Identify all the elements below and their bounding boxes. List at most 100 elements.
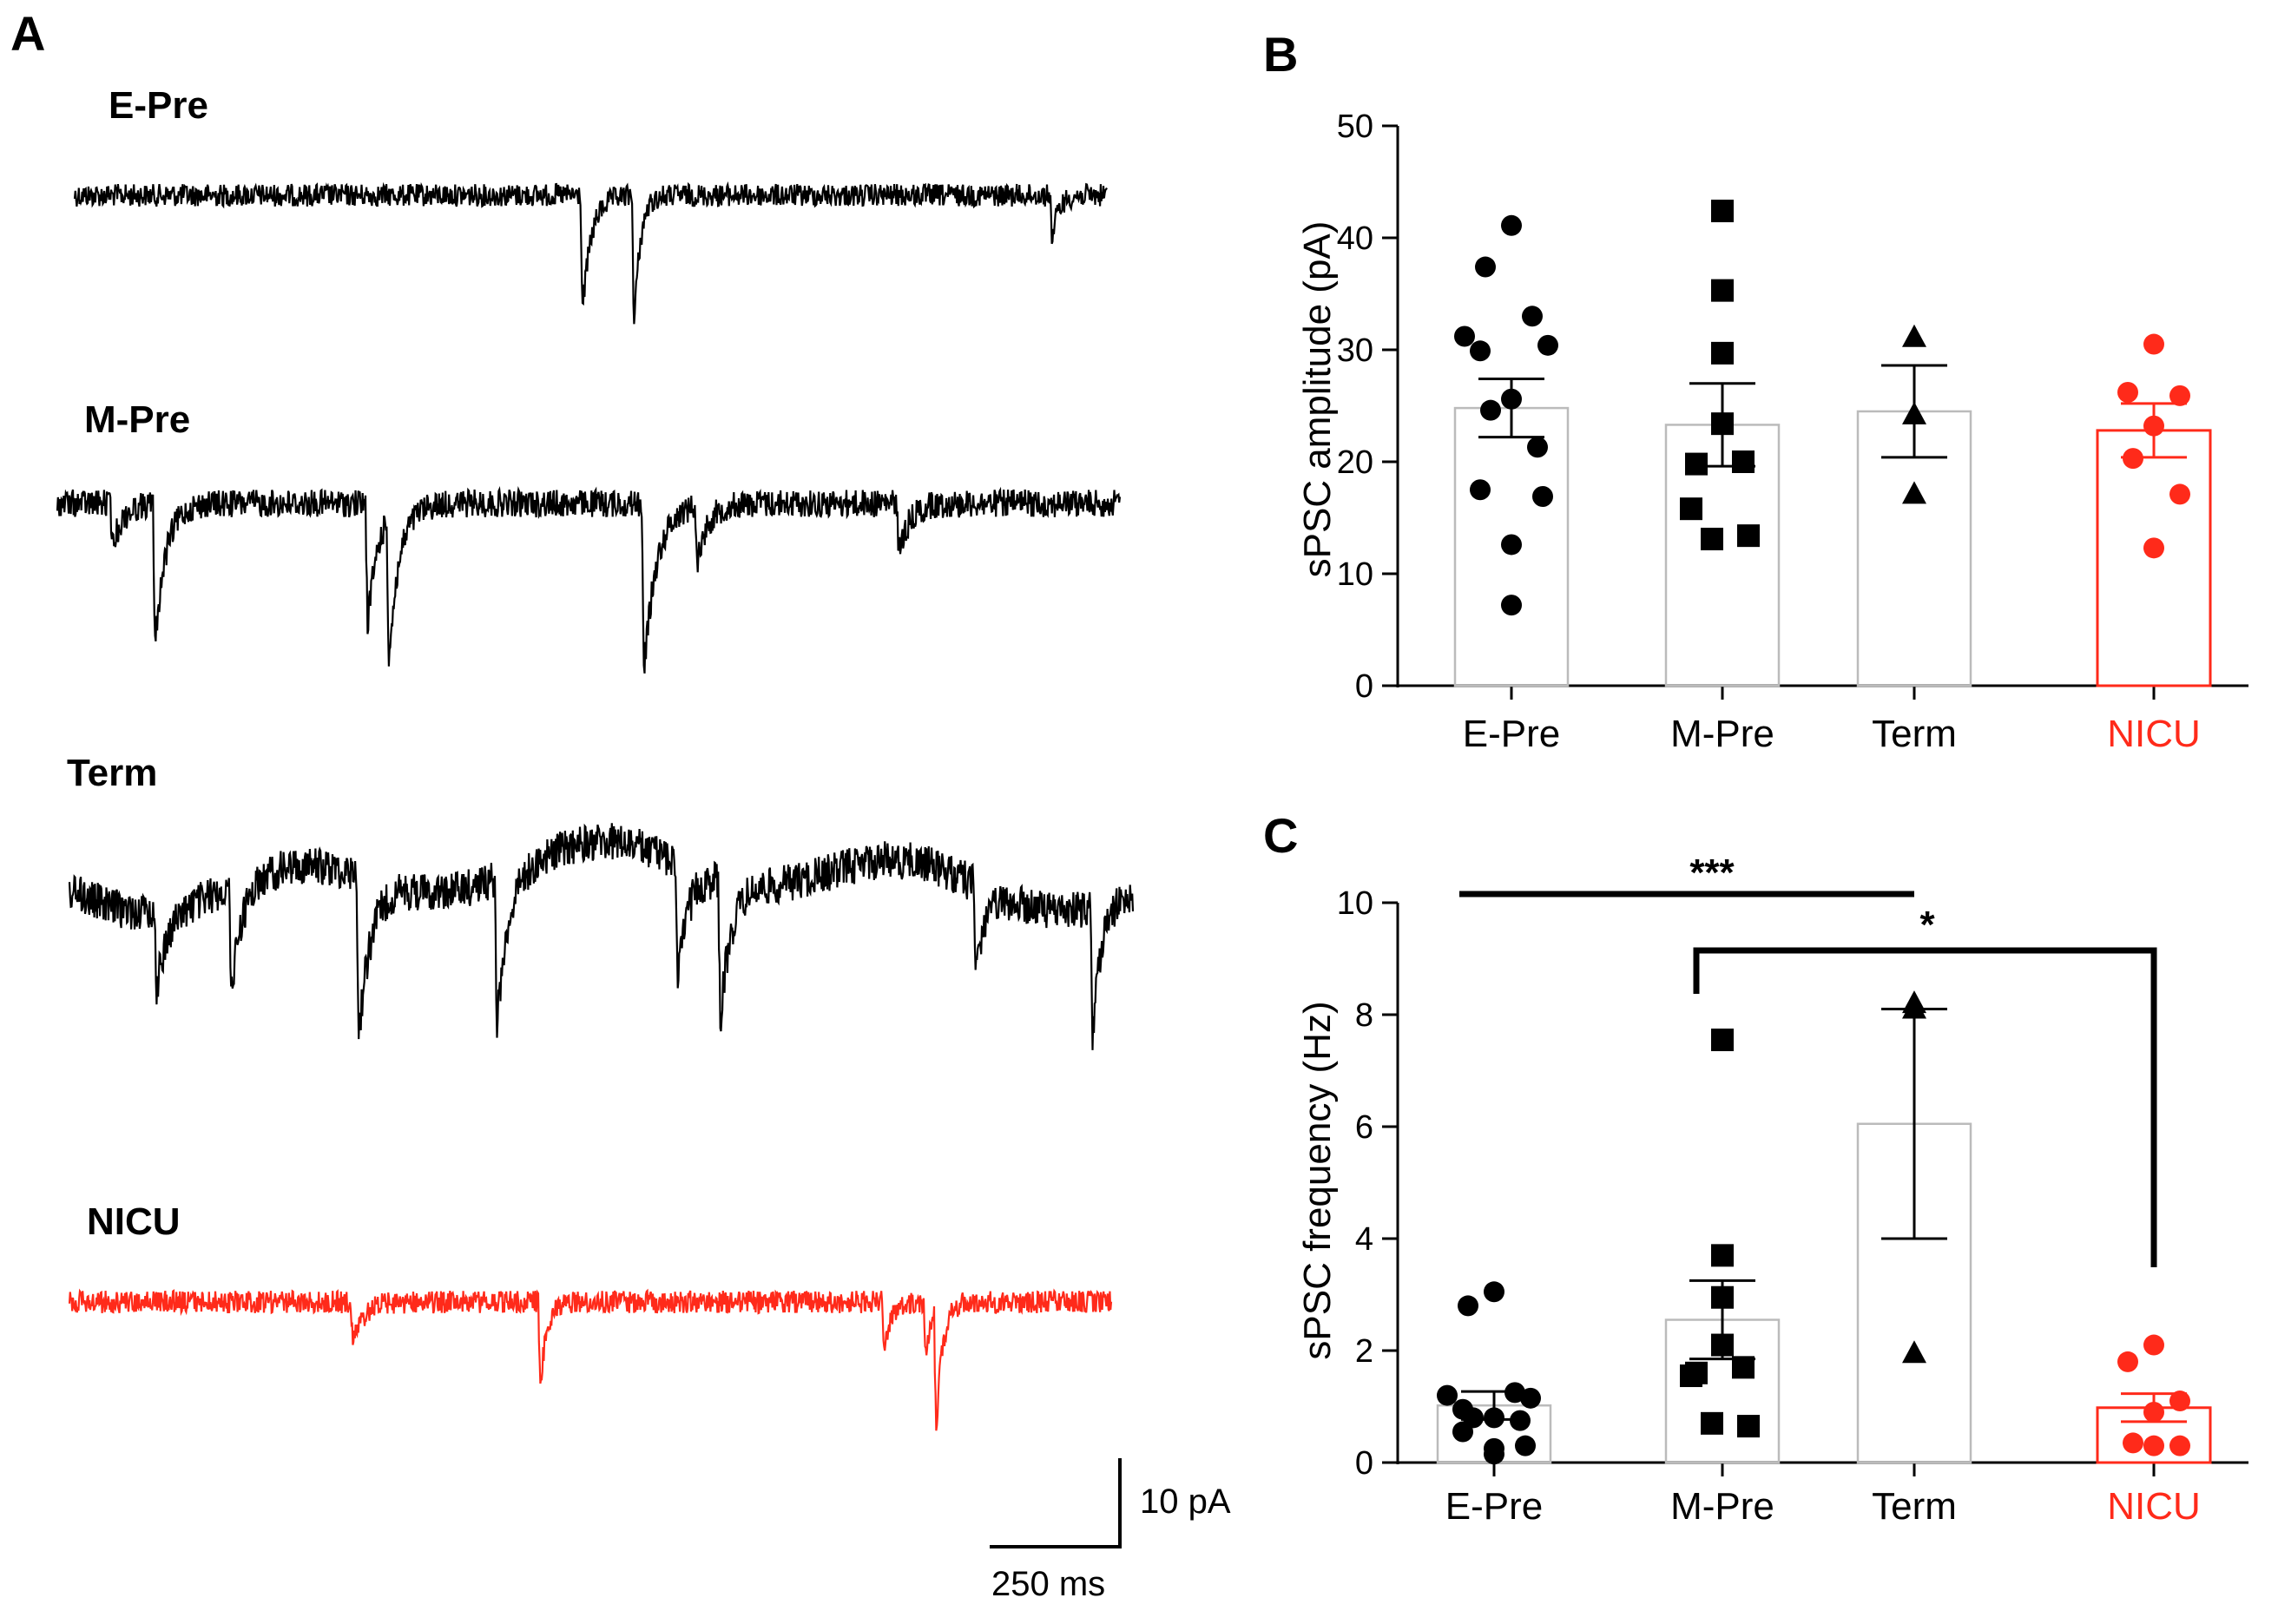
data-point — [2143, 415, 2164, 437]
y-tick-label: 4 — [1355, 1221, 1373, 1258]
data-point — [1484, 1281, 1504, 1303]
data-point — [1484, 1443, 1504, 1465]
panel-label-c: C — [1263, 808, 1298, 863]
data-point — [1522, 306, 1543, 327]
data-point — [1510, 1410, 1531, 1431]
data-point — [1902, 324, 1926, 347]
data-point — [1480, 399, 1501, 421]
data-point — [2123, 1432, 2143, 1454]
data-point — [1711, 341, 1734, 365]
data-point — [1685, 452, 1708, 476]
data-point — [1680, 1364, 1702, 1388]
panel-label-b: B — [1263, 27, 1298, 82]
y-tick-label: 20 — [1337, 444, 1373, 481]
panel-label-a: A — [10, 6, 45, 61]
significance-label-mpre-nicu: * — [1919, 904, 1935, 946]
trace-term — [68, 823, 1135, 1050]
data-point — [1475, 256, 1496, 278]
data-point — [2143, 333, 2164, 355]
data-point — [1501, 595, 1522, 616]
y-tick-label: 2 — [1355, 1333, 1373, 1370]
trace-nicu — [68, 1288, 1113, 1431]
data-point — [2143, 1334, 2164, 1356]
data-point — [1737, 524, 1760, 548]
data-point — [1711, 1244, 1734, 1267]
significance-bracket-mpre-nicu — [1693, 947, 2157, 1267]
x-tick-label-e-pre: E-Pre — [1463, 713, 1560, 755]
y-tick-label: 50 — [1337, 108, 1373, 145]
data-point — [1902, 481, 1926, 504]
trace-mpre — [56, 485, 1122, 674]
data-point — [1504, 1382, 1525, 1404]
data-point — [1737, 1415, 1760, 1438]
data-point — [1437, 1384, 1458, 1406]
data-point — [2143, 1401, 2164, 1423]
significance-label-epre-term: *** — [1689, 851, 1735, 894]
data-point — [2143, 537, 2164, 559]
data-point — [1902, 401, 1926, 424]
data-point — [1520, 1387, 1541, 1409]
x-tick-label-m-pre: M-Pre — [1670, 713, 1774, 755]
y-tick-label: 10 — [1337, 885, 1373, 922]
data-point — [1711, 412, 1734, 436]
data-point — [1711, 1029, 1734, 1052]
x-tick-label-term: Term — [1872, 1485, 1957, 1528]
data-point — [1711, 1285, 1734, 1309]
data-point — [2169, 1391, 2190, 1412]
data-point — [1902, 996, 1926, 1019]
frequency-chart: sPSC frequency (Hz) *** * 0 2 4 6 8 10 E-Pre M-… — [1296, 851, 2248, 1528]
data-point — [1680, 497, 1702, 521]
y-tick-label: 0 — [1355, 668, 1373, 705]
data-point — [1458, 1295, 1478, 1317]
data-point — [1537, 334, 1558, 356]
data-point — [1527, 437, 1548, 458]
data-point — [2117, 382, 2138, 404]
data-point — [1701, 528, 1723, 551]
traces-panel: E-Pre M-Pre Term NICU 10 pA 250 ms — [56, 84, 1231, 1603]
y-tick-label: 10 — [1337, 556, 1373, 593]
scalebar-time-label: 250 ms — [991, 1565, 1105, 1603]
data-point — [1711, 279, 1734, 302]
y-tick-label: 30 — [1337, 332, 1373, 369]
trace-label-term: Term — [67, 752, 157, 794]
x-tick-label-e-pre: E-Pre — [1445, 1485, 1543, 1528]
y-tick-label: 8 — [1355, 997, 1373, 1034]
y-tick-label: 6 — [1355, 1109, 1373, 1146]
data-point — [1732, 450, 1755, 473]
y-tick-label: 40 — [1337, 220, 1373, 257]
data-point — [2169, 483, 2190, 505]
data-point — [1515, 1435, 1536, 1456]
y-tick-label: 0 — [1355, 1445, 1373, 1482]
trace-label-nicu: NICU — [87, 1200, 181, 1243]
data-point — [1484, 1407, 1504, 1429]
data-point — [2143, 1435, 2164, 1456]
data-point — [2169, 1435, 2190, 1456]
data-point — [1501, 214, 1522, 236]
data-point — [2169, 385, 2190, 406]
data-point — [1470, 479, 1491, 501]
amplitude-chart: sPSC amplitude (pA) 0 10 20 30 40 50 E-Pre M-Pr… — [1296, 108, 2248, 755]
data-point — [2123, 448, 2143, 470]
data-point — [1501, 534, 1522, 556]
trace-epre — [73, 181, 1108, 325]
data-point — [1501, 388, 1522, 410]
trace-label-mpre: M-Pre — [84, 398, 190, 441]
data-point — [2117, 1351, 2138, 1372]
x-tick-label-m-pre: M-Pre — [1670, 1485, 1774, 1528]
data-point — [1452, 1421, 1473, 1443]
data-point — [1470, 340, 1491, 362]
x-tick-label-nicu: NICU — [2107, 713, 2201, 755]
x-tick-label-nicu: NICU — [2107, 1485, 2201, 1528]
data-point — [1711, 1333, 1734, 1357]
data-point — [1902, 1340, 1926, 1364]
x-tick-label-term: Term — [1872, 713, 1957, 755]
scalebar-amplitude-label: 10 pA — [1140, 1483, 1231, 1521]
data-point — [1454, 325, 1475, 347]
data-point — [1732, 1356, 1755, 1379]
data-point — [1701, 1411, 1723, 1435]
data-point — [1532, 485, 1553, 507]
y-axis-label-amplitude: sPSC amplitude (pA) — [1296, 221, 1339, 578]
y-axis-label-frequency: sPSC frequency (Hz) — [1296, 1001, 1339, 1359]
data-point — [1711, 200, 1734, 223]
